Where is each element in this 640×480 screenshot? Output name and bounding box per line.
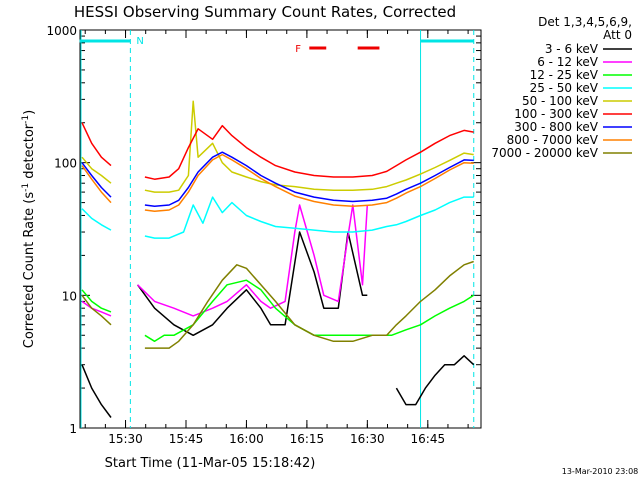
x-tick-label: 16:00 xyxy=(229,432,264,446)
series-line-5 xyxy=(81,122,474,180)
flare-flag-label: F xyxy=(295,44,301,55)
plot-frame xyxy=(79,29,482,429)
legend-label-6: 300 - 800 keV xyxy=(514,120,598,134)
y-tick-label: 1 xyxy=(69,422,77,436)
series-line-7 xyxy=(81,153,474,213)
legend-label-3: 25 - 50 keV xyxy=(530,81,599,95)
night-flag-label: N xyxy=(136,36,143,47)
legend-label-2: 12 - 25 keV xyxy=(530,68,599,82)
legend-label-7: 800 - 7000 keV xyxy=(507,133,599,147)
x-tick-label: 16:15 xyxy=(290,432,325,446)
chart-title: HESSI Observing Summary Count Rates, Cor… xyxy=(74,3,456,21)
y-axis-label: Corrected Count Rate (s-1 detector-1) xyxy=(21,110,37,348)
y-tick-label: 100 xyxy=(54,157,77,171)
legend-header-line1: Det 1,3,4,5,6,9, xyxy=(538,15,632,29)
legend-label-4: 50 - 100 keV xyxy=(522,94,599,108)
footer-timestamp: 13-Mar-2010 23:08 xyxy=(562,467,639,476)
y-tick-label: 10 xyxy=(62,289,77,303)
series-line-1 xyxy=(81,204,369,317)
series-line-0 xyxy=(81,231,475,418)
series-line-8 xyxy=(81,260,474,349)
x-tick-label: 15:30 xyxy=(108,432,143,446)
series-line-4 xyxy=(81,100,474,193)
legend-label-0: 3 - 6 keV xyxy=(545,42,599,56)
plot-area: 15:30 15:45 16:00 16:15 16:30 16:45 1 10 100 1000… xyxy=(46,24,482,446)
x-tick-label: 16:30 xyxy=(350,432,385,446)
series-line-6 xyxy=(81,151,474,207)
x-tick-label: 16:45 xyxy=(411,432,446,446)
legend-label-8: 7000 - 20000 keV xyxy=(491,146,598,160)
series-line-3 xyxy=(81,196,474,239)
legend-header-line2: Att 0 xyxy=(603,28,632,42)
x-axis-label: Start Time (11-Mar-05 15:18:42) xyxy=(105,456,316,471)
legend-label-5: 100 - 300 keV xyxy=(514,107,598,121)
legend-label-1: 6 - 12 keV xyxy=(537,55,599,69)
x-tick-label: 15:45 xyxy=(169,432,204,446)
y-tick-label: 1000 xyxy=(46,24,77,38)
